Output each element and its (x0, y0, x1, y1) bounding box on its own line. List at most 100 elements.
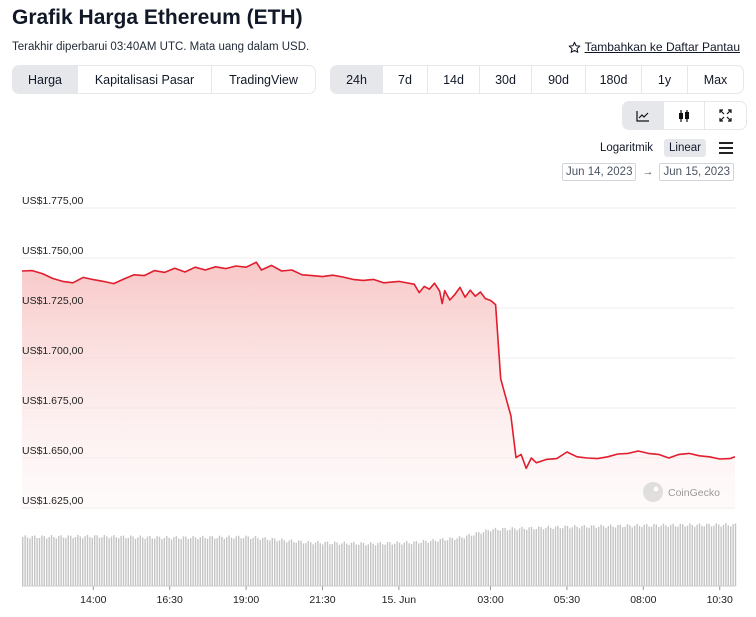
volume-bar (708, 523, 710, 586)
volume-bar (526, 529, 528, 586)
volume-bar (178, 538, 180, 586)
volume-bar (622, 527, 624, 586)
tab-tradingview[interactable]: TradingView (229, 72, 298, 87)
time-range-tabs: 24h 7d 14d 30d 90d 180d 1y Max (330, 65, 744, 94)
volume-bar (713, 525, 715, 586)
volume-bar (187, 539, 189, 586)
volume-bar (530, 526, 533, 586)
volume-bar (319, 543, 321, 586)
volume-bar (329, 544, 331, 586)
volume-bar (636, 523, 638, 586)
volume-bar (638, 525, 641, 586)
volume-bar (552, 528, 554, 586)
date-to-input[interactable]: Jun 15, 2023 (659, 163, 734, 181)
volume-bar (269, 540, 271, 586)
volume-bar (276, 541, 278, 586)
volume-bar (478, 531, 480, 586)
x-tick-label: 10:30 (707, 594, 733, 606)
volume-bar (372, 543, 374, 586)
add-to-watchlist-link[interactable]: Tambahkan ke Daftar Pantau (568, 40, 740, 54)
volume-bar (374, 545, 377, 586)
volume-bar (504, 527, 506, 586)
volume-bar (646, 524, 648, 586)
volume-bar (223, 538, 225, 586)
volume-bar (34, 535, 36, 586)
volume-bar (734, 523, 737, 586)
volume-bar (485, 529, 487, 586)
volume-bar (406, 541, 408, 586)
menu-icon[interactable] (718, 141, 734, 155)
volume-bar (506, 530, 509, 586)
volume-bar (151, 538, 153, 586)
range-7d[interactable]: 7d (383, 66, 428, 93)
volume-bar (662, 523, 665, 586)
x-tick-label: 05:30 (554, 594, 580, 606)
volume-bar (53, 536, 55, 586)
fullscreen-button[interactable] (705, 102, 746, 129)
star-icon (568, 41, 580, 53)
volume-bar (408, 543, 410, 586)
volume-bar (545, 527, 547, 586)
volume-bar (684, 526, 686, 586)
volume-bar (233, 538, 235, 586)
volume-bar (624, 526, 626, 586)
volume-bar (348, 545, 350, 586)
volume-bar (218, 535, 221, 586)
log-scale-button[interactable]: Logaritmik (599, 142, 654, 154)
range-180d[interactable]: 180d (586, 66, 642, 93)
x-tick-label: 16:30 (157, 594, 183, 606)
tab-market-cap[interactable]: Kapitalisasi Pasar (78, 66, 212, 93)
range-90d[interactable]: 90d (532, 66, 586, 93)
volume-bar (701, 525, 703, 586)
volume-bar (470, 535, 473, 586)
volume-bar (605, 527, 607, 586)
x-tick-label: 21:30 (309, 594, 335, 606)
volume-bar (161, 539, 163, 586)
volume-bar (583, 524, 585, 586)
volume-bar (146, 536, 149, 586)
range-max[interactable]: Max (703, 72, 728, 87)
volume-bar (607, 525, 609, 586)
price-chart[interactable]: US$1.625,00 US$1.650,00 US$1.675,00 US$1.70… (0, 195, 756, 617)
volume-bar (182, 536, 185, 586)
volume-bar (389, 542, 391, 586)
date-from-input[interactable]: Jun 14, 2023 (561, 163, 637, 181)
linear-scale-button[interactable]: Linear (664, 139, 706, 157)
tab-price[interactable]: Harga (13, 66, 78, 93)
volume-bar (432, 538, 434, 586)
range-30d[interactable]: 30d (480, 66, 532, 93)
volume-bar (715, 523, 717, 586)
volume-bar (139, 535, 141, 586)
y-tick-label: US$1.775,00 (22, 195, 83, 207)
range-24h[interactable]: 24h (331, 66, 383, 93)
volume-bar (94, 535, 96, 586)
volume-bar (173, 537, 175, 586)
volume-bar (418, 543, 420, 586)
candlestick-button[interactable] (664, 102, 705, 129)
volume-bar (658, 526, 660, 586)
price-area (22, 262, 735, 508)
volume-bar (89, 537, 91, 586)
volume-bar (144, 538, 146, 586)
volume-bar (730, 526, 732, 586)
volume-bar (324, 541, 326, 586)
volume-bar (588, 527, 590, 586)
volume-bar (386, 542, 389, 586)
volume-bar (540, 527, 542, 586)
volume-bar (703, 526, 705, 586)
y-tick-label: US$1.625,00 (22, 495, 83, 507)
volume-bar (482, 532, 485, 586)
volume-bar (425, 540, 427, 586)
volume-bar (648, 526, 650, 586)
y-tick-label: US$1.750,00 (22, 245, 83, 257)
volume-bar (653, 523, 655, 586)
range-14d[interactable]: 14d (428, 66, 480, 93)
line-chart-button[interactable] (623, 102, 664, 129)
volume-bar (590, 525, 593, 586)
volume-bar (170, 539, 173, 586)
range-1y[interactable]: 1y (642, 66, 688, 93)
volume-bar (254, 536, 257, 586)
scale-switch: Logaritmik Linear (595, 139, 734, 157)
volume-bar (106, 536, 108, 586)
volume-bar (163, 538, 165, 586)
